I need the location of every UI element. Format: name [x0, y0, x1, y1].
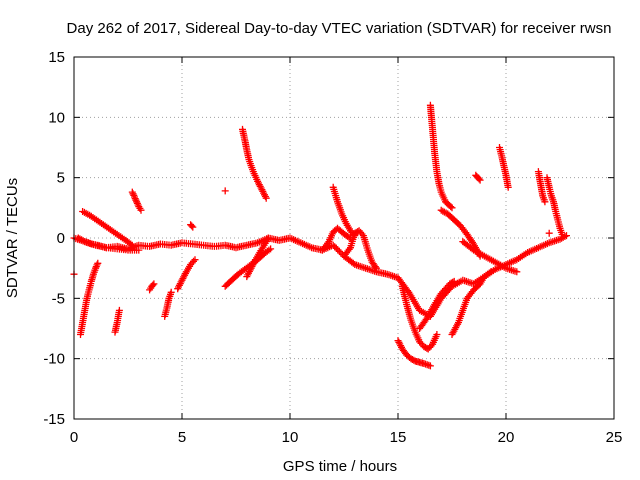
data-point-arc-0 [93, 261, 101, 269]
data-point-arc-23 [541, 198, 549, 206]
x-tick-label: 15 [390, 429, 407, 446]
data-point-arc-4 [150, 280, 158, 288]
data-point-arc-3 [133, 199, 141, 207]
data-point-arc-3 [133, 198, 141, 206]
y-tick-label: 15 [48, 49, 65, 66]
data-point-dot-2 [545, 229, 553, 237]
x-tick-label: 25 [606, 429, 623, 446]
data-point-arc-16 [449, 278, 457, 286]
data-point-arc-7 [188, 222, 196, 230]
data-point-arc-13 [371, 263, 379, 271]
data-point-main-band [331, 243, 339, 251]
data-point-arc-17 [448, 204, 456, 212]
y-tick-label: 5 [57, 170, 65, 187]
data-point-arc-3 [137, 206, 145, 214]
data-point-arc-3 [131, 195, 139, 203]
data-point-band-1 [79, 237, 87, 245]
data-point-arc-1 [127, 240, 135, 248]
y-axis-label: SDTVAR / TECUs [4, 178, 21, 298]
data-point-arc-6 [191, 256, 199, 264]
data-point-main-band [332, 244, 340, 252]
data-point-main-band [329, 241, 337, 249]
data-point-arc-21 [513, 268, 521, 276]
data-point-arc-2 [115, 306, 123, 314]
y-tick-label: -15 [43, 411, 65, 428]
plot-frame [73, 56, 615, 420]
data-point-band-1 [135, 246, 143, 254]
data-point-arc-20 [476, 176, 484, 184]
data-point-arc-1 [128, 241, 136, 249]
chart-title: Day 262 of 2017, Sidereal Day-to-day VTE… [67, 20, 612, 37]
data-point-arc-16 [450, 277, 458, 285]
y-tick-label: -10 [43, 351, 65, 368]
data-point-arc-20 [475, 175, 483, 183]
x-tick-label: 20 [498, 429, 515, 446]
data-point-arc-3 [131, 193, 138, 201]
data-point-arc-9 [267, 245, 275, 253]
data-point-dot-1 [221, 187, 229, 195]
y-tick-label: -5 [52, 290, 65, 307]
data-point-arc-8 [262, 194, 270, 202]
y-tick-label: 10 [48, 109, 65, 126]
data-point-arc-3 [132, 196, 140, 204]
data-point-arc-17 [447, 203, 455, 211]
y-tick-label: 0 [57, 230, 65, 247]
data-point-arc-19 [485, 269, 493, 277]
data-point-arc-4 [149, 281, 157, 289]
data-point-arc-24 [558, 230, 566, 238]
data-point-arc-22 [504, 183, 512, 191]
data-point-arc-3 [130, 191, 138, 199]
x-tick-label: 10 [282, 429, 299, 446]
data-point-main-band [563, 232, 570, 240]
data-point-arc-10 [264, 234, 272, 242]
data-point-arc-13 [345, 245, 353, 253]
data-point-arc-5 [167, 288, 175, 296]
data-point-arc-14 [426, 362, 434, 370]
grid-lines [74, 57, 614, 419]
data-point-arc-7 [189, 223, 197, 231]
x-axis-label: GPS time / hours [283, 458, 397, 475]
data-point-arc-19 [487, 268, 495, 276]
data-point-arc-15 [433, 331, 441, 338]
data-point-arc-0 [94, 259, 102, 267]
data-points [70, 101, 570, 370]
x-tick-label: 0 [70, 429, 78, 446]
x-tick-label: 5 [178, 429, 186, 446]
data-point-arc-0 [92, 264, 100, 272]
data-point-main-band [334, 246, 342, 254]
data-point-arc-3 [129, 190, 137, 198]
data-point-arc-13 [358, 230, 366, 238]
data-point-arc-13 [372, 264, 380, 272]
data-point-arc-6 [190, 257, 197, 265]
data-point-main-band [335, 247, 343, 255]
